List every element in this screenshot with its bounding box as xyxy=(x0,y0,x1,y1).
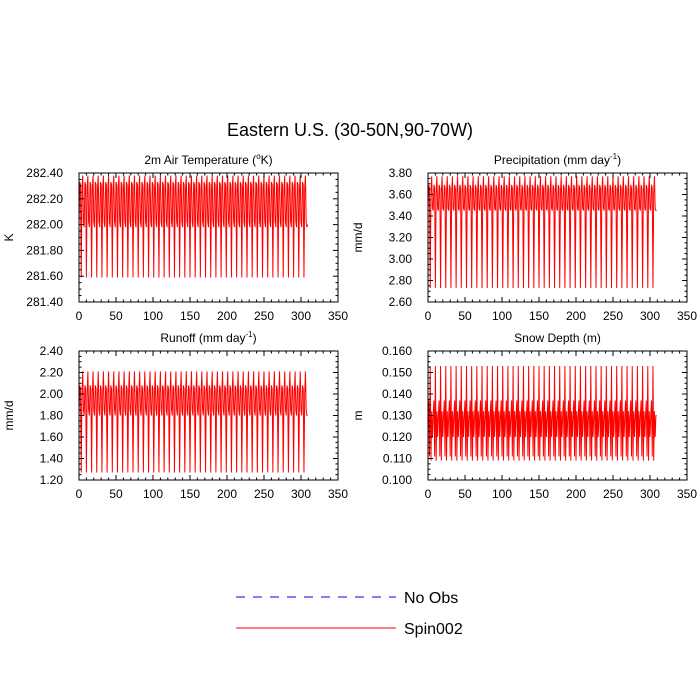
y-tick-label: 281.40 xyxy=(26,295,63,309)
panels: 0 50 100 150 200 250 300 350 281.40 281.60 281.80 2… xyxy=(2,152,697,501)
y-tick-label: 0.100 xyxy=(382,473,412,487)
x-tick-label: 350 xyxy=(677,309,697,323)
y-tick-label: 3.80 xyxy=(389,166,413,180)
y-tick-label: 3.60 xyxy=(389,188,413,202)
panel-4: 0 50 100 150 200 250 300 350 0.100 0.110 0.120 0.13… xyxy=(351,331,697,501)
x-tick-label: 0 xyxy=(425,309,432,323)
x-tick-label: 150 xyxy=(529,309,549,323)
x-tick-label: 350 xyxy=(328,309,348,323)
y-tick-label: 0.120 xyxy=(382,430,412,444)
y-tick-label: 281.60 xyxy=(26,269,63,283)
x-tick-label: 300 xyxy=(640,487,660,501)
panel-title: Precipitation (mm day-1) xyxy=(494,152,621,167)
x-tick-label: 300 xyxy=(291,309,311,323)
y-tick-label: 2.60 xyxy=(389,295,413,309)
y-tick-label: 0.150 xyxy=(382,366,412,380)
x-tick-label: 200 xyxy=(566,309,586,323)
x-tick-label: 50 xyxy=(458,309,472,323)
y-tick-label: 3.20 xyxy=(389,231,413,245)
x-tick-label: 100 xyxy=(492,487,512,501)
y-tick-label: 1.60 xyxy=(40,430,64,444)
y-tick-label: 0.160 xyxy=(382,344,412,358)
y-tick-label: 2.40 xyxy=(40,344,64,358)
panel-2: 0 50 100 150 200 250 300 350 2.60 2.80 3.00 3.20 3.4… xyxy=(351,152,697,323)
series-line-spin002 xyxy=(427,366,657,461)
x-tick-label: 200 xyxy=(217,309,237,323)
y-tick-label: 281.80 xyxy=(26,243,63,257)
y-tick-label: 2.20 xyxy=(40,366,64,380)
x-tick-label: 250 xyxy=(603,309,623,323)
x-tick-label: 100 xyxy=(143,309,163,323)
x-tick-label: 250 xyxy=(603,487,623,501)
x-tick-label: 150 xyxy=(529,487,549,501)
x-tick-label: 50 xyxy=(109,487,123,501)
x-tick-label: 0 xyxy=(425,487,432,501)
y-tick-label: 1.40 xyxy=(40,452,64,466)
x-tick-label: 350 xyxy=(677,487,697,501)
x-tick-label: 200 xyxy=(217,487,237,501)
y-tick-label: 0.130 xyxy=(382,409,412,423)
panel-title: Runoff (mm day-1) xyxy=(160,330,256,345)
legend-label: No Obs xyxy=(404,590,458,607)
y-tick-label: 282.00 xyxy=(26,218,63,232)
x-tick-label: 300 xyxy=(291,487,311,501)
y-tick-label: 0.110 xyxy=(383,452,412,466)
y-tick-label: 2.00 xyxy=(40,387,64,401)
x-tick-label: 250 xyxy=(254,309,274,323)
x-tick-label: 0 xyxy=(76,487,83,501)
y-tick-label: 0.140 xyxy=(382,387,412,401)
panel-title: 2m Air Temperature (oK) xyxy=(144,152,272,167)
series-line-spin002 xyxy=(78,371,308,473)
y-tick-label: 282.20 xyxy=(26,192,63,206)
panel-3: 0 50 100 150 200 250 300 350 1.20 1.40 1.60 1.80 2.0… xyxy=(2,330,348,501)
x-tick-label: 150 xyxy=(180,309,200,323)
series-line-spin002 xyxy=(427,176,657,289)
x-tick-label: 200 xyxy=(566,487,586,501)
x-tick-label: 250 xyxy=(254,487,274,501)
x-tick-label: 100 xyxy=(492,309,512,323)
y-tick-label: 3.40 xyxy=(389,209,413,223)
x-tick-label: 100 xyxy=(143,487,163,501)
y-axis-label: mm/d xyxy=(2,401,16,431)
x-tick-label: 50 xyxy=(109,309,123,323)
y-axis-label: m xyxy=(351,411,365,421)
x-tick-label: 50 xyxy=(458,487,472,501)
x-tick-label: 350 xyxy=(328,487,348,501)
series-line-spin002 xyxy=(78,175,309,278)
legend: No Obs Spin002 xyxy=(236,590,463,638)
y-tick-label: 3.00 xyxy=(389,252,413,266)
y-tick-label: 1.20 xyxy=(40,473,64,487)
panel-title: Snow Depth (m) xyxy=(514,331,601,345)
x-tick-label: 300 xyxy=(640,309,660,323)
y-tick-label: 2.80 xyxy=(389,274,413,288)
y-tick-label: 1.80 xyxy=(40,409,64,423)
y-tick-label: 282.40 xyxy=(26,166,63,180)
panel-1: 0 50 100 150 200 250 300 350 281.40 281.60 281.80 2… xyxy=(2,152,348,323)
figure-title: Eastern U.S. (30-50N,90-70W) xyxy=(227,120,473,140)
x-tick-label: 0 xyxy=(76,309,83,323)
y-axis-label: mm/d xyxy=(351,223,365,253)
legend-label: Spin002 xyxy=(404,621,463,638)
y-axis-label: K xyxy=(2,233,16,241)
x-tick-label: 150 xyxy=(180,487,200,501)
